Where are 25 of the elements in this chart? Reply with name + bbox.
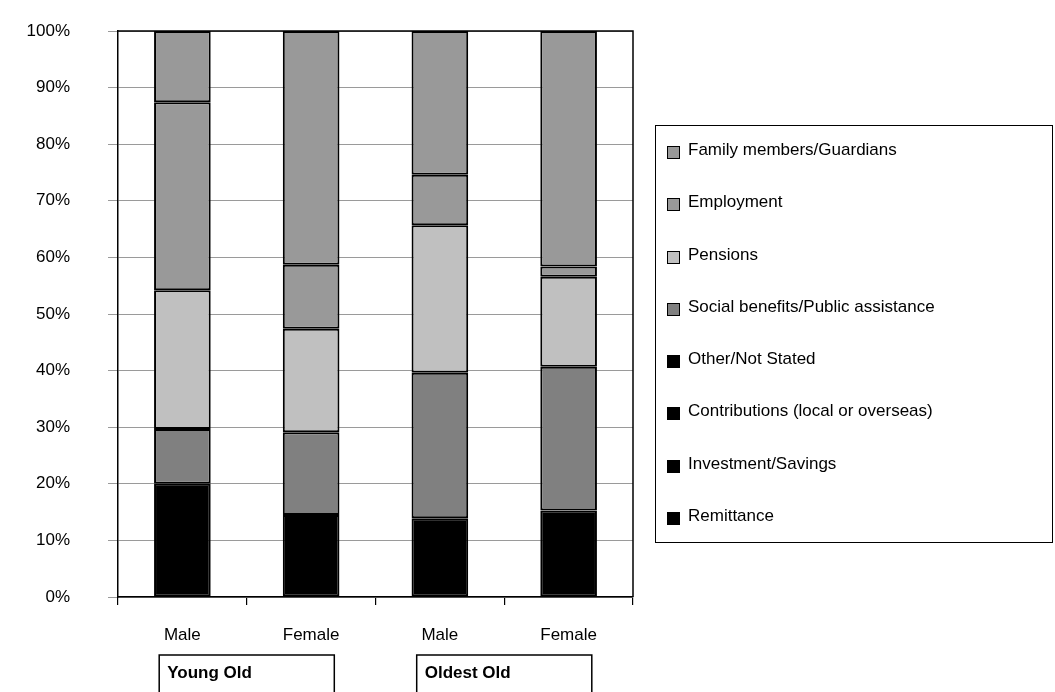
legend-label: Social benefits/Public assistance	[688, 296, 935, 317]
legend-label: Remittance	[688, 505, 774, 526]
y-tick-label: 70%	[35, 190, 70, 210]
x-tick-label: Female	[540, 624, 597, 644]
legend-label: Pensions	[688, 244, 758, 265]
y-tick-label: 30%	[35, 416, 70, 436]
y-tick-label: 40%	[35, 360, 70, 380]
x-tick-label: Male	[421, 624, 459, 644]
y-tick-label: 60%	[35, 247, 70, 267]
text: Oldest Old	[424, 662, 511, 682]
text: Young Old	[167, 662, 252, 682]
y-tick-label: 80%	[35, 133, 70, 153]
y-tick-label: 100%	[26, 20, 70, 40]
legend-label: Employment	[688, 192, 783, 213]
legend-label: Other/Not Stated	[688, 349, 816, 370]
y-tick-label: 90%	[35, 77, 70, 97]
y-tick-label: 10%	[35, 530, 70, 550]
legend-label: Contributions (local or overseas)	[688, 401, 933, 422]
y-tick-label: 20%	[35, 473, 70, 493]
x-tick-label: Female	[282, 624, 340, 644]
y-tick-label: 50%	[35, 303, 70, 323]
y-tick-label: 0%	[45, 586, 70, 606]
legend-label: Family members/Guardians	[688, 140, 897, 161]
x-tick-label: Male	[163, 624, 201, 644]
legend-label: Investment/Savings	[688, 453, 837, 474]
